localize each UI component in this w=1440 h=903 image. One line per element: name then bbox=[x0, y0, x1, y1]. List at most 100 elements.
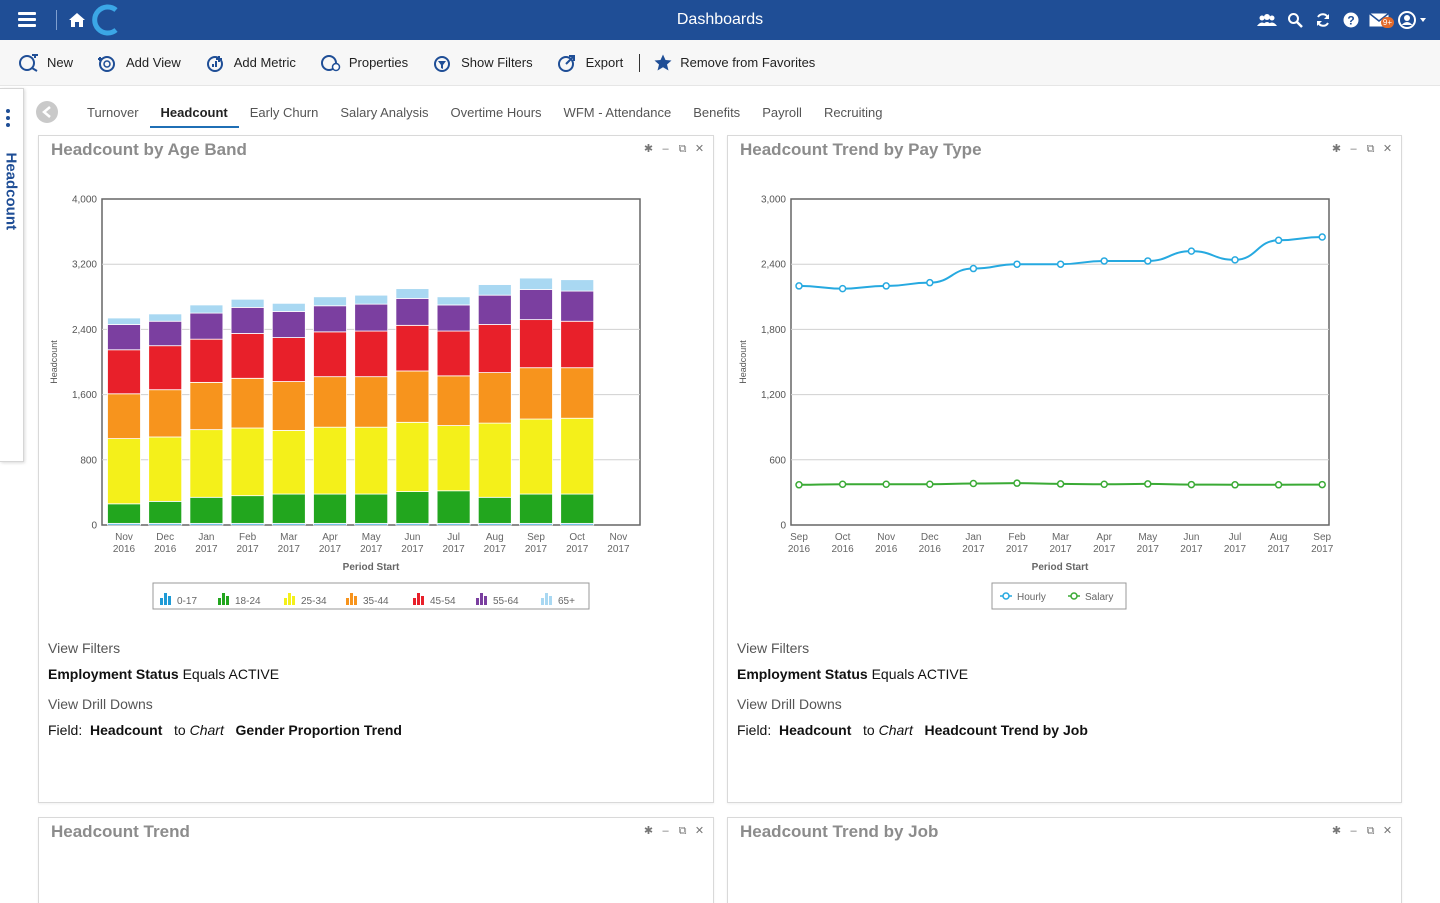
data-point-Salary bbox=[795, 481, 803, 489]
filter-row[interactable]: Employment Status Equals ACTIVE bbox=[737, 666, 968, 682]
legend-swatch bbox=[354, 596, 357, 605]
data-point-Hourly bbox=[1056, 260, 1065, 268]
data-point-Salary bbox=[838, 480, 847, 488]
drill-down-row[interactable]: Field: Headcount to Chart Gender Proport… bbox=[48, 722, 402, 738]
add-view-label: Add View bbox=[126, 55, 181, 70]
minimize-icon[interactable]: – bbox=[662, 825, 669, 837]
legend-item[interactable]: 45-54 bbox=[413, 593, 456, 607]
y-tick-label: 3,000 bbox=[761, 195, 786, 206]
gear-icon[interactable]: ✱ bbox=[643, 825, 654, 837]
legend-swatch bbox=[164, 593, 167, 605]
panel-headcount-trend-by-job: Headcount Trend by Job ✱ – ⧉ ✕ bbox=[727, 817, 1402, 903]
legend-label: 55-64 bbox=[493, 596, 519, 607]
filter-row[interactable]: Employment Status Equals ACTIVE bbox=[48, 666, 279, 682]
show-filters-button[interactable]: Show Filters bbox=[432, 54, 533, 72]
minimize-icon[interactable]: – bbox=[1350, 825, 1357, 837]
app-logo[interactable] bbox=[90, 3, 120, 37]
tab-early-churn[interactable]: Early Churn bbox=[249, 104, 319, 120]
popout-icon[interactable]: ⧉ bbox=[1366, 825, 1375, 837]
mail-icon[interactable]: 9+ bbox=[1368, 9, 1394, 31]
x-tick-label: Jun bbox=[404, 532, 420, 543]
chart-legend: Hourly Salary bbox=[991, 582, 1127, 610]
remove-from-favorites-button[interactable]: Remove from Favorites bbox=[654, 54, 815, 71]
side-drawer[interactable]: Headcount bbox=[0, 88, 24, 462]
bar-segment-65+ bbox=[148, 313, 183, 322]
legend-item[interactable]: Hourly bbox=[1000, 592, 1046, 603]
gear-icon[interactable]: ✱ bbox=[643, 143, 654, 155]
data-point-Salary bbox=[1318, 480, 1326, 489]
tab-wfm-attendance[interactable]: WFM - Attendance bbox=[563, 104, 672, 120]
bar-segment-55-64 bbox=[271, 311, 306, 338]
y-tick-label: 1,800 bbox=[761, 325, 786, 336]
legend-item[interactable]: Salary bbox=[1068, 592, 1113, 603]
gear-icon[interactable]: ✱ bbox=[1331, 825, 1342, 837]
bar-segment-18-24 bbox=[107, 503, 141, 524]
side-drawer-label: Headcount bbox=[2, 152, 20, 231]
properties-button[interactable]: Properties bbox=[320, 54, 408, 72]
tab-benefits[interactable]: Benefits bbox=[693, 104, 741, 120]
legend-swatch bbox=[549, 596, 552, 605]
more-icon[interactable] bbox=[6, 109, 12, 130]
gear-icon[interactable]: ✱ bbox=[1331, 143, 1342, 155]
y-tick-label: 800 bbox=[80, 455, 97, 466]
drill-target: Gender Proportion Trend bbox=[235, 722, 402, 738]
users-icon[interactable] bbox=[1256, 9, 1278, 31]
minimize-icon[interactable]: – bbox=[662, 143, 669, 155]
export-icon bbox=[557, 54, 578, 72]
user-menu-icon[interactable] bbox=[1396, 9, 1430, 31]
y-tick-label: 2,400 bbox=[761, 260, 786, 271]
search-icon[interactable] bbox=[1284, 9, 1306, 31]
legend-item[interactable]: 18-24 bbox=[218, 593, 261, 607]
popout-icon[interactable]: ⧉ bbox=[1366, 143, 1375, 155]
new-button[interactable]: New bbox=[18, 53, 73, 72]
bar-segment-18-24 bbox=[477, 496, 512, 524]
tab-recruiting[interactable]: Recruiting bbox=[823, 104, 883, 120]
close-icon[interactable]: ✕ bbox=[694, 143, 705, 155]
menu-icon[interactable] bbox=[18, 12, 36, 28]
popout-icon[interactable]: ⧉ bbox=[678, 825, 687, 837]
home-icon[interactable] bbox=[68, 12, 86, 28]
tab-turnover[interactable]: Turnover bbox=[87, 104, 139, 120]
legend-item[interactable]: 35-44 bbox=[346, 593, 389, 607]
data-point-Salary bbox=[926, 480, 934, 488]
bar-segment-18-24 bbox=[395, 491, 430, 524]
tab-headcount[interactable]: Headcount bbox=[149, 96, 239, 128]
tab-salary-analysis[interactable]: Salary Analysis bbox=[340, 104, 429, 120]
popout-icon[interactable]: ⧉ bbox=[678, 143, 687, 155]
add-metric-button[interactable]: Add Metric bbox=[205, 54, 296, 72]
bar-segment-55-64 bbox=[189, 312, 224, 340]
x-axis-label: Period Start bbox=[1032, 562, 1089, 573]
bar-segment-55-64 bbox=[395, 298, 430, 326]
legend-item[interactable]: 55-64 bbox=[476, 593, 519, 607]
legend-swatch bbox=[476, 598, 479, 605]
tab-overtime-hours[interactable]: Overtime Hours bbox=[450, 104, 542, 120]
help-icon[interactable]: ? bbox=[1340, 9, 1362, 31]
export-button[interactable]: Export bbox=[557, 54, 623, 72]
data-point-Salary bbox=[1187, 480, 1196, 489]
back-arrow-icon[interactable] bbox=[36, 101, 58, 123]
age-band-chart[interactable]: 0 800 1,600 2,400 3,200 4,000 Headcount Period … bbox=[39, 136, 715, 616]
x-tick-label: Oct bbox=[835, 532, 851, 543]
filter-field: Employment Status bbox=[48, 666, 179, 682]
x-tick-label: 2017 bbox=[236, 544, 259, 555]
bar-segment-45-54 bbox=[271, 337, 306, 382]
legend-item[interactable]: 25-34 bbox=[284, 593, 327, 607]
pay-type-chart[interactable]: 0 600 1,200 1,800 2,400 3,000 Headcount Period … bbox=[728, 136, 1403, 616]
close-icon[interactable]: ✕ bbox=[1382, 143, 1393, 155]
add-view-button[interactable]: Add View bbox=[97, 54, 181, 72]
tab-payroll[interactable]: Payroll bbox=[762, 104, 802, 120]
add-metric-icon bbox=[205, 54, 226, 72]
x-tick-label: 2017 bbox=[360, 544, 383, 555]
close-icon[interactable]: ✕ bbox=[1382, 825, 1393, 837]
x-tick-label: 2017 bbox=[566, 544, 589, 555]
refresh-icon[interactable] bbox=[1312, 9, 1334, 31]
view-drill-downs-label: View Drill Downs bbox=[48, 696, 153, 712]
legend-item[interactable]: 65+ bbox=[541, 593, 575, 607]
x-tick-label: Jun bbox=[1183, 532, 1199, 543]
legend-item[interactable]: 0-17 bbox=[160, 593, 197, 607]
drill-down-row[interactable]: Field: Headcount to Chart Headcount Tren… bbox=[737, 722, 1088, 738]
close-icon[interactable]: ✕ bbox=[694, 825, 705, 837]
x-tick-label: 2017 bbox=[401, 544, 424, 555]
minimize-icon[interactable]: – bbox=[1350, 143, 1357, 155]
legend-marker bbox=[1002, 592, 1010, 600]
